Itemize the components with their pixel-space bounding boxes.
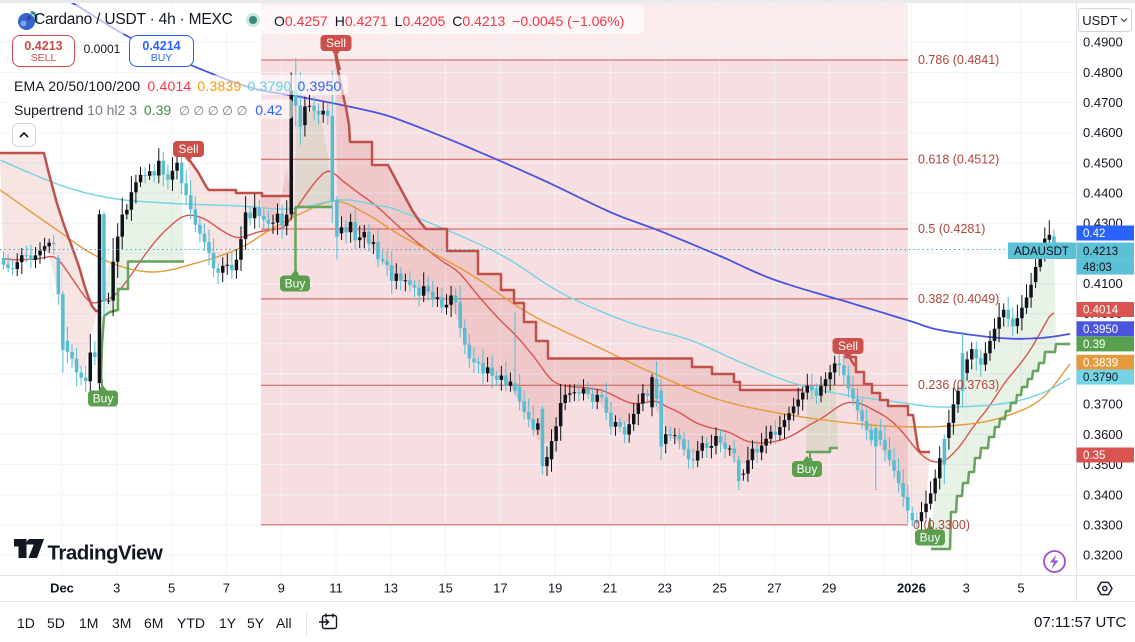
svg-text:25: 25 [712,581,726,596]
svg-text:Buy: Buy [285,277,306,291]
svg-text:29: 29 [822,581,836,596]
svg-text:0.4500: 0.4500 [1083,155,1123,170]
svg-text:13: 13 [384,581,398,596]
svg-text:5: 5 [168,581,175,596]
svg-text:0.786 (0.4841): 0.786 (0.4841) [918,53,999,67]
svg-text:0.4014: 0.4014 [1083,305,1119,317]
svg-text:Sell: Sell [838,339,858,353]
svg-text:0.4400: 0.4400 [1083,186,1123,201]
svg-text:21: 21 [603,581,617,596]
svg-text:5: 5 [1017,581,1024,596]
svg-text:23: 23 [658,581,672,596]
svg-text:Sell: Sell [326,36,346,50]
svg-text:0.4900: 0.4900 [1083,35,1123,50]
svg-text:0.4700: 0.4700 [1083,95,1123,110]
svg-text:48:03: 48:03 [1083,262,1112,274]
svg-text:0.5 (0.4281): 0.5 (0.4281) [918,222,985,236]
svg-text:Buy: Buy [93,392,114,406]
svg-text:0.382 (0.4049): 0.382 (0.4049) [918,292,999,306]
svg-text:9: 9 [278,581,285,596]
svg-text:3: 3 [113,581,120,596]
svg-text:0.4800: 0.4800 [1083,65,1123,80]
svg-text:Buy: Buy [920,531,941,545]
svg-text:0 (0.3300): 0 (0.3300) [913,518,970,532]
svg-text:0.39: 0.39 [1083,339,1105,351]
svg-text:11: 11 [329,581,343,596]
svg-text:0.4213: 0.4213 [1083,246,1118,258]
svg-text:19: 19 [548,581,562,596]
svg-text:27: 27 [767,581,781,596]
svg-text:0.3700: 0.3700 [1083,397,1123,412]
svg-text:0.4600: 0.4600 [1083,125,1123,140]
svg-text:7: 7 [223,581,230,596]
svg-text:2026: 2026 [897,581,926,596]
svg-text:0.3790: 0.3790 [1083,372,1118,384]
svg-text:0.236 (0.3763): 0.236 (0.3763) [918,378,999,392]
svg-text:TradingView: TradingView [48,542,163,565]
svg-text:15: 15 [438,581,452,596]
svg-text:0.3200: 0.3200 [1083,548,1123,563]
svg-text:0.3300: 0.3300 [1083,517,1123,532]
svg-text:0.35: 0.35 [1083,450,1105,462]
svg-text:0.618 (0.4512): 0.618 (0.4512) [918,152,999,166]
svg-text:0.3400: 0.3400 [1083,487,1123,502]
svg-text:Buy: Buy [797,462,818,476]
svg-text:3: 3 [963,581,970,596]
svg-text:0.42: 0.42 [1083,228,1105,240]
svg-text:17: 17 [493,581,507,596]
svg-text:0.3839: 0.3839 [1083,357,1118,369]
svg-text:0.3950: 0.3950 [1083,324,1118,336]
svg-text:0.4100: 0.4100 [1083,276,1123,291]
svg-text:ADAUSDT: ADAUSDT [1014,246,1069,258]
svg-text:Sell: Sell [178,142,198,156]
svg-text:0.3600: 0.3600 [1083,427,1123,442]
svg-text:Dec: Dec [50,581,74,596]
